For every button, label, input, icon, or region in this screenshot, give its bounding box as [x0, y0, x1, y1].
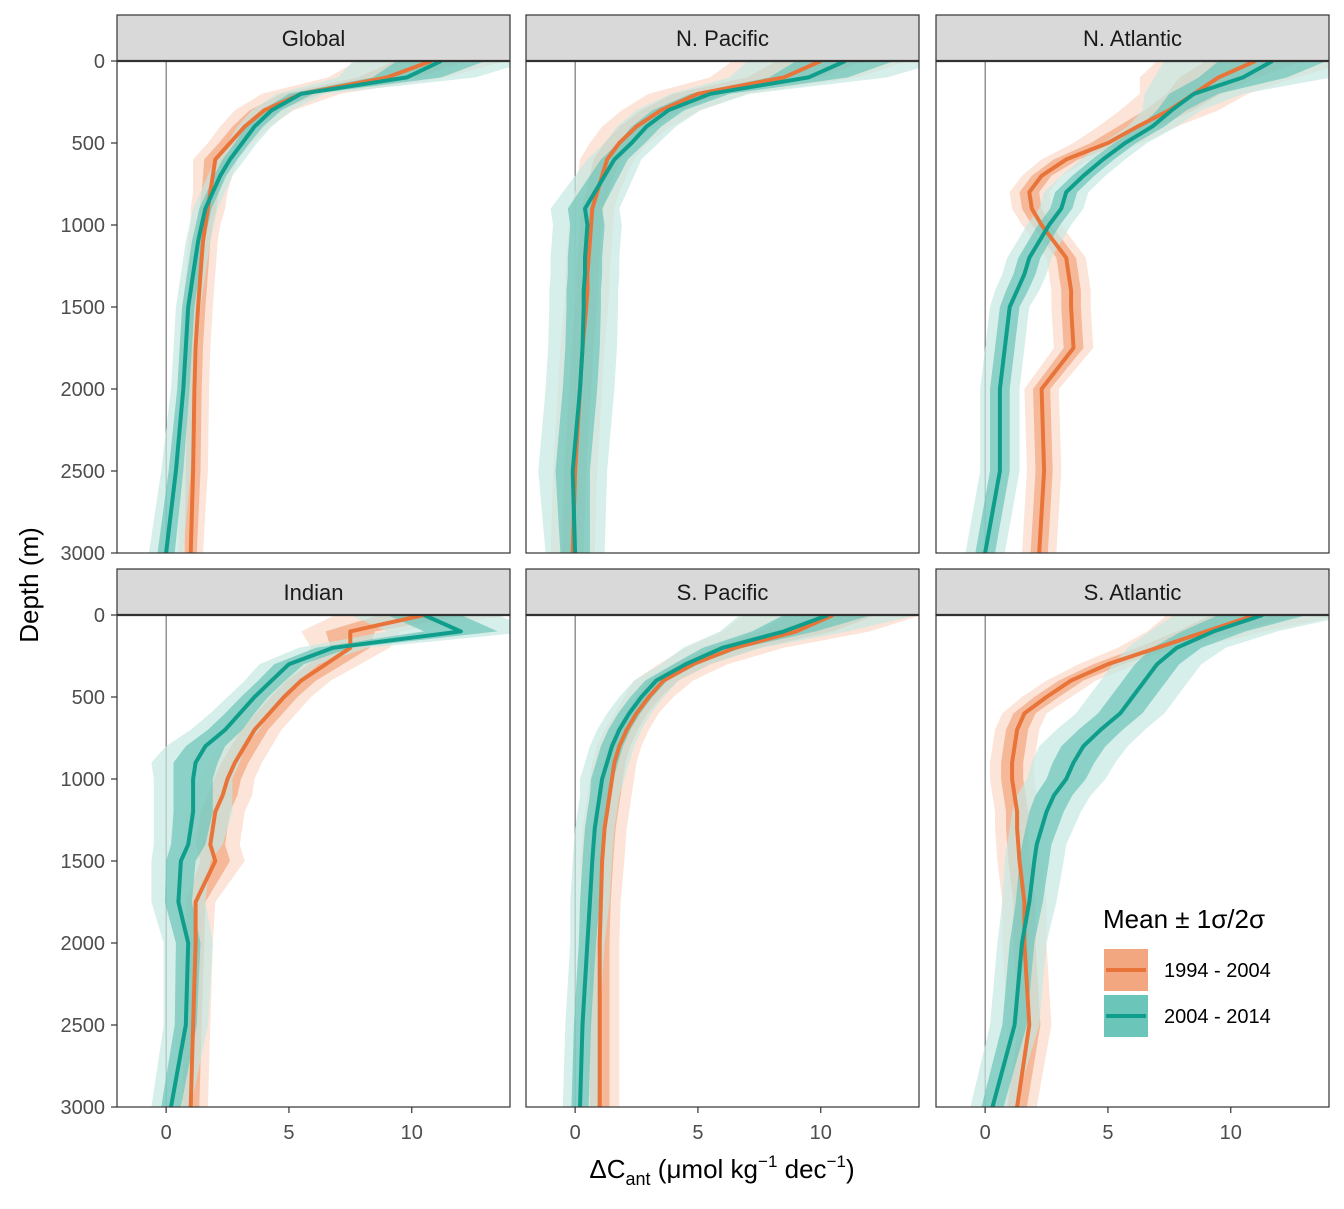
y-tick-label-global-500: 500 [72, 133, 105, 155]
x-tick-label-indian-10: 10 [401, 1122, 423, 1144]
legend-label-1994-2004: 1994 - 2004 [1164, 960, 1271, 982]
band-2sigma-n-atlantic-1994-2004 [1009, 61, 1329, 553]
mean-line-s-pacific-1994-2004 [597, 615, 834, 1107]
panel-n-pacific: N. Pacific [525, 14, 920, 554]
y-tick-label-global-2500: 2500 [61, 461, 106, 483]
x-tick-label-s-atlantic-10: 10 [1220, 1122, 1242, 1144]
x-tick-label-s-atlantic-0: 0 [980, 1122, 991, 1144]
x-axis-title-unit-mid: dec [777, 1154, 826, 1184]
y-tick-label-global-3000: 3000 [61, 543, 106, 565]
panel-s-pacific: S. Pacific 0 5 10 [525, 568, 920, 1144]
y-axis-title-group: Depth (m) [14, 527, 44, 643]
band-1sigma-s-atlantic-2004-2014 [981, 615, 1307, 1107]
strip-title-s-pacific: S. Pacific [677, 580, 769, 605]
y-tick-label-indian-3000: 3000 [61, 1097, 106, 1119]
mean-line-n-atlantic-1994-2004 [1027, 61, 1257, 553]
strip-title-n-pacific: N. Pacific [676, 26, 769, 51]
mean-line-s-atlantic-1994-2004 [1010, 615, 1256, 1107]
y-tick-label-global-1000: 1000 [61, 215, 106, 237]
plot-area-n-atlantic [965, 61, 1329, 553]
legend: Mean ± 1σ/2σ 1994 - 2004 2004 - 2014 [1103, 904, 1271, 1037]
strip-global [116, 14, 511, 62]
mean-line-indian-2004-2014 [169, 615, 463, 1107]
y-tick-label-indian-0: 0 [94, 605, 105, 627]
strip-s-atlantic [935, 568, 1330, 616]
strip-title-n-atlantic: N. Atlantic [1083, 26, 1182, 51]
panel-border-n-pacific [525, 60, 920, 554]
band-2sigma-indian-2004-2014 [151, 615, 510, 1107]
mean-line-global-2004-2014 [164, 61, 443, 553]
strip-title-s-atlantic: S. Atlantic [1084, 580, 1182, 605]
plot-area-n-pacific [538, 61, 919, 553]
mean-line-s-atlantic-2004-2014 [990, 615, 1264, 1107]
band-2sigma-n-atlantic-2004-2014 [965, 61, 1329, 553]
x-axis-title-unit-close: ) [846, 1154, 855, 1184]
panel-indian: Indian 0 500 1000 1500 2000 2500 3000 0 5 10 [61, 568, 511, 1144]
strip-indian [116, 568, 511, 616]
mean-line-global-1994-2004 [188, 61, 433, 553]
band-2sigma-global-2004-2014 [148, 61, 510, 553]
y-tick-label-global-2000: 2000 [61, 379, 106, 401]
x-axis-title-prefix: ΔC [589, 1154, 625, 1184]
plot-area-s-atlantic [970, 615, 1329, 1107]
y-tick-label-indian-2000: 2000 [61, 933, 106, 955]
y-tick-label-global-0: 0 [94, 51, 105, 73]
panel-border-n-atlantic [935, 60, 1330, 554]
panel-n-atlantic: N. Atlantic [935, 14, 1330, 554]
x-axis-title-sup2: −1 [827, 1152, 846, 1171]
band-1sigma-indian-1994-2004 [182, 615, 469, 1107]
strip-s-pacific [525, 568, 920, 616]
band-1sigma-s-atlantic-1994-2004 [1001, 615, 1300, 1107]
legend-label-2004-2014: 2004 - 2014 [1164, 1006, 1271, 1028]
y-tick-label-global-1500: 1500 [61, 297, 106, 319]
mean-line-n-pacific-2004-2014 [570, 61, 847, 553]
plot-area-s-pacific [562, 615, 919, 1107]
x-tick-label-indian-0: 0 [161, 1122, 172, 1144]
strip-title-global: Global [282, 26, 346, 51]
y-axis-title: Depth (m) [14, 527, 44, 643]
legend-title: Mean ± 1σ/2σ [1103, 904, 1265, 934]
band-1sigma-n-atlantic-1994-2004 [1019, 61, 1305, 553]
panel-border-s-pacific [525, 614, 920, 1108]
mean-line-n-atlantic-2004-2014 [983, 61, 1274, 553]
y-tick-label-indian-1000: 1000 [61, 769, 106, 791]
plot-area-indian [151, 615, 510, 1107]
y-tick-label-indian-500: 500 [72, 687, 105, 709]
x-axis-title: ΔCant (μmol kg−1 dec−1) [589, 1152, 854, 1189]
mean-line-s-pacific-2004-2014 [578, 615, 829, 1107]
x-tick-label-s-pacific-10: 10 [810, 1122, 832, 1144]
legend-item-1994-2004: 1994 - 2004 [1104, 949, 1271, 991]
strip-n-atlantic [935, 14, 1330, 62]
x-tick-label-s-atlantic-5: 5 [1102, 1122, 1113, 1144]
x-tick-label-s-pacific-5: 5 [692, 1122, 703, 1144]
band-2sigma-s-pacific-1994-2004 [580, 615, 919, 1107]
band-1sigma-n-pacific-2004-2014 [555, 61, 895, 553]
y-tick-label-indian-2500: 2500 [61, 1015, 106, 1037]
x-axis-title-unit-open: (μmol kg [651, 1154, 758, 1184]
panel-global: Global 0 500 1000 1500 2000 2500 3000 [61, 14, 511, 565]
x-tick-label-s-pacific-0: 0 [570, 1122, 581, 1144]
band-1sigma-global-1994-2004 [184, 61, 469, 553]
band-2sigma-s-atlantic-2004-2014 [970, 615, 1329, 1107]
mean-line-indian-1994-2004 [188, 615, 425, 1107]
plot-area-global [148, 61, 510, 553]
y-tick-label-indian-1500: 1500 [61, 851, 106, 873]
strip-title-indian: Indian [284, 580, 344, 605]
panel-s-atlantic: S. Atlantic 0 5 10 [935, 568, 1330, 1144]
x-axis-title-subscript: ant [626, 1169, 651, 1189]
legend-item-2004-2014: 2004 - 2014 [1104, 995, 1271, 1037]
x-axis-title-sup1: −1 [758, 1152, 777, 1171]
panel-border-s-atlantic [935, 614, 1330, 1108]
strip-n-pacific [525, 14, 920, 62]
x-tick-label-indian-5: 5 [283, 1122, 294, 1144]
